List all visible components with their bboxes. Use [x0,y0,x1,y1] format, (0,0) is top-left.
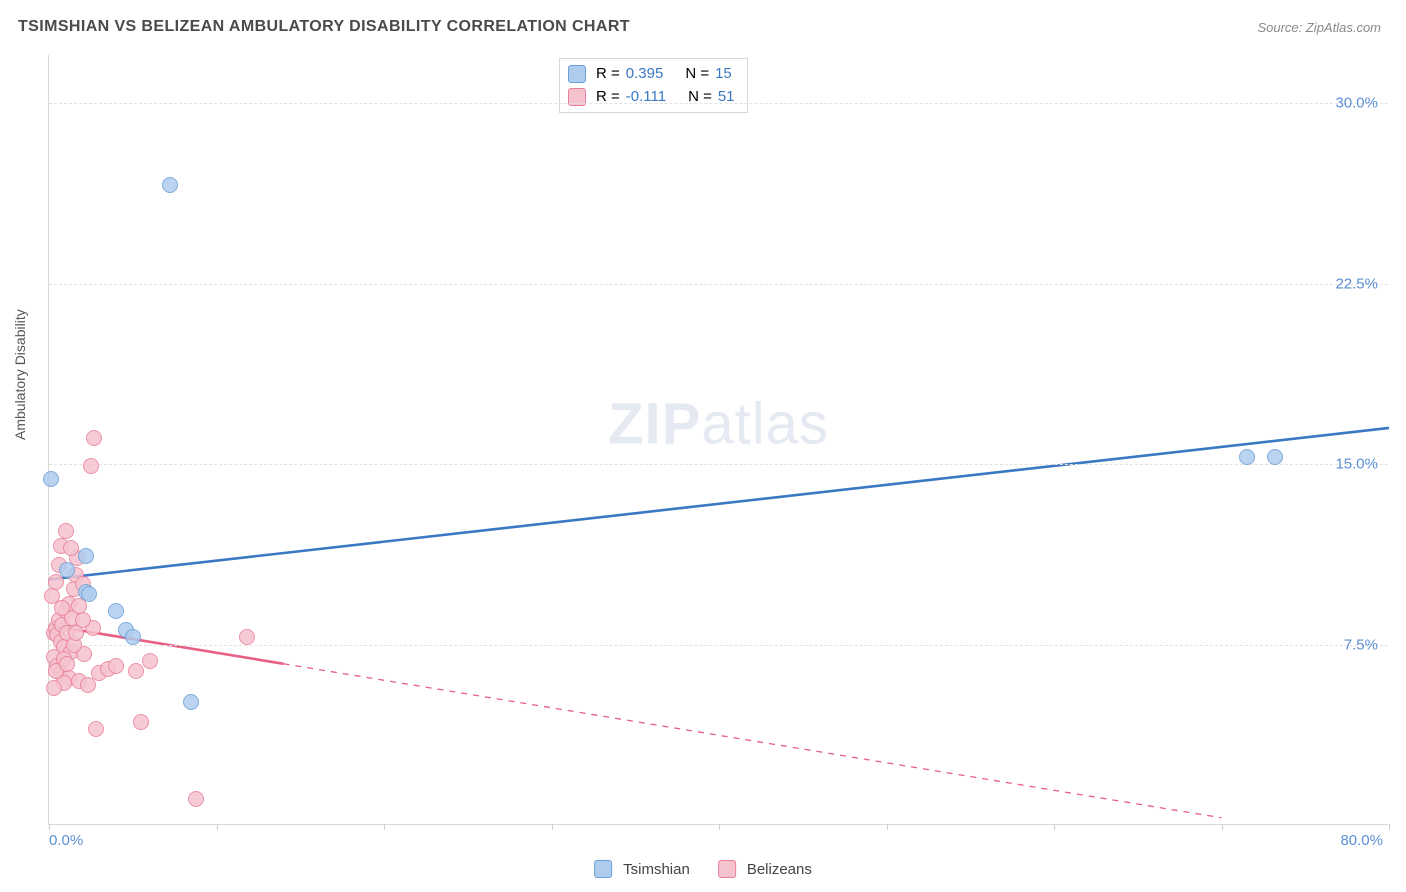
stats-legend-box: R = 0.395 N = 15 R = -0.111 N = 51 [559,58,748,113]
data-point-belizeans [48,574,64,590]
data-point-tsimshian [59,562,75,578]
data-point-belizeans [68,625,84,641]
data-point-belizeans [83,458,99,474]
legend-label-belizeans: Belizeans [747,861,812,878]
x-tick [384,824,385,830]
plot-area: ZIPatlas R = 0.395 N = 15 R = -0.111 N =… [48,55,1388,825]
y-tick-label: 15.0% [1335,456,1378,473]
data-point-tsimshian [81,586,97,602]
grid-line [49,464,1388,465]
r-label: R = [596,63,620,86]
legend-item-belizeans: Belizeans [718,860,812,878]
x-tick [1389,824,1390,830]
legend-swatch-tsimshian [594,860,612,878]
bottom-legend: Tsimshian Belizeans [594,860,812,878]
grid-line [49,103,1388,104]
data-point-belizeans [59,656,75,672]
data-point-belizeans [80,677,96,693]
x-tick [719,824,720,830]
grid-line [49,645,1388,646]
x-tick [1222,824,1223,830]
data-point-belizeans [108,658,124,674]
data-point-belizeans [133,714,149,730]
data-point-belizeans [142,653,158,669]
trend-lines-svg [49,55,1388,824]
data-point-tsimshian [43,471,59,487]
grid-line [49,284,1388,285]
data-point-tsimshian [162,177,178,193]
y-tick-label: 30.0% [1335,95,1378,112]
data-point-belizeans [239,629,255,645]
r-value-belizeans: -0.111 [626,86,666,109]
watermark-bold: ZIP [608,392,701,457]
data-point-belizeans [54,600,70,616]
x-tick-label: 0.0% [49,832,83,849]
n-value-belizeans: 51 [718,86,735,109]
x-tick [887,824,888,830]
y-tick-label: 7.5% [1344,636,1378,653]
y-axis-label: Ambulatory Disability [12,309,28,440]
x-tick [217,824,218,830]
data-point-tsimshian [1267,449,1283,465]
y-tick-label: 22.5% [1335,275,1378,292]
x-tick [1054,824,1055,830]
x-tick-label: 80.0% [1340,832,1383,849]
watermark-light: atlas [701,392,829,457]
n-label: N = [685,63,709,86]
n-value-tsimshian: 15 [715,63,732,86]
x-tick [552,824,553,830]
data-point-tsimshian [183,694,199,710]
legend-item-tsimshian: Tsimshian [594,860,690,878]
r-label: R = [596,86,620,109]
source-label: Source: ZipAtlas.com [1257,20,1381,35]
stats-row-tsimshian: R = 0.395 N = 15 [568,63,735,86]
r-value-tsimshian: 0.395 [626,63,664,86]
legend-label-tsimshian: Tsimshian [623,861,690,878]
chart-container: TSIMSHIAN VS BELIZEAN AMBULATORY DISABIL… [0,0,1406,892]
data-point-belizeans [188,791,204,807]
data-point-belizeans [63,540,79,556]
data-point-belizeans [88,721,104,737]
data-point-belizeans [46,680,62,696]
legend-swatch-belizeans [718,860,736,878]
n-label: N = [688,86,712,109]
data-point-belizeans [86,430,102,446]
data-point-tsimshian [1239,449,1255,465]
data-point-tsimshian [108,603,124,619]
x-tick [49,824,50,830]
data-point-tsimshian [78,548,94,564]
watermark: ZIPatlas [608,391,829,458]
data-point-tsimshian [125,629,141,645]
swatch-tsimshian [568,65,586,83]
chart-title: TSIMSHIAN VS BELIZEAN AMBULATORY DISABIL… [18,18,630,36]
stats-row-belizeans: R = -0.111 N = 51 [568,86,735,109]
